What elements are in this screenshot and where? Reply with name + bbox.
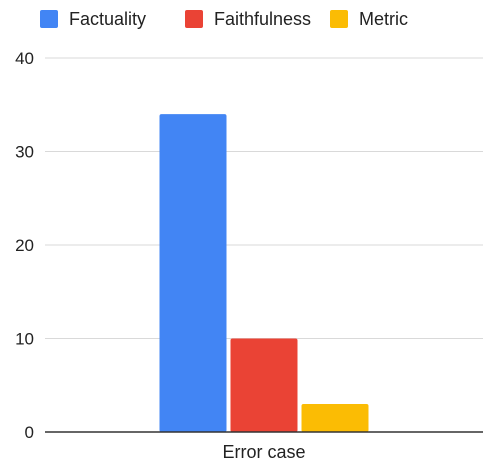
y-tick-label: 30 — [15, 143, 34, 162]
x-axis-labels: Error case — [222, 442, 305, 462]
y-tick-label: 0 — [25, 423, 34, 442]
x-category-label: Error case — [222, 442, 305, 462]
legend-swatch — [185, 10, 203, 28]
legend-label: Faithfulness — [214, 9, 311, 29]
legend: Factuality Faithfulness Metric — [40, 9, 408, 29]
gridlines — [45, 57, 483, 339]
y-tick-label: 20 — [15, 236, 34, 255]
legend-item-faithfulness: Faithfulness — [185, 9, 311, 29]
legend-item-factuality: Factuality — [40, 9, 146, 29]
y-axis-ticks: 0 10 20 30 40 — [15, 49, 34, 442]
y-tick-label: 10 — [15, 330, 34, 349]
legend-swatch — [40, 10, 58, 28]
bar-faithfulness — [230, 338, 298, 432]
bars — [159, 114, 369, 432]
bar-factuality — [159, 114, 227, 432]
legend-label: Factuality — [69, 9, 146, 29]
legend-label: Metric — [359, 9, 408, 29]
bar-metric — [301, 403, 369, 432]
legend-item-metric: Metric — [330, 9, 408, 29]
y-tick-label: 40 — [15, 49, 34, 68]
legend-swatch — [330, 10, 348, 28]
